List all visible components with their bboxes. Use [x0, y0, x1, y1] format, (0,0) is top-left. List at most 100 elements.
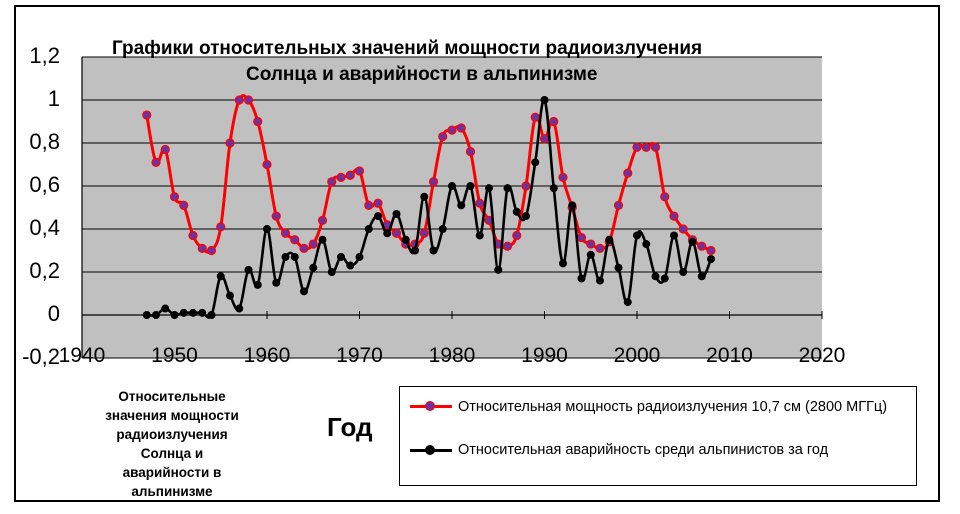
data-point-radio-power [391, 228, 402, 238]
x-tick-label: 1940 [58, 344, 106, 367]
data-point-accident-rate [577, 274, 586, 283]
data-point-radio-power [327, 177, 337, 187]
data-point-accident-rate [263, 225, 271, 233]
data-point-accident-rate [679, 268, 688, 276]
data-point-radio-power [336, 172, 346, 182]
data-point-accident-rate [383, 229, 392, 238]
data-point-radio-power [345, 170, 355, 180]
data-point-accident-rate [327, 268, 336, 276]
data-point-accident-rate [207, 311, 216, 319]
data-point-radio-power [142, 110, 152, 120]
data-point-accident-rate [623, 298, 632, 307]
data-point-accident-rate [244, 265, 253, 274]
legend-item-accident-rate: Относительная аварийность среди альпинис… [400, 439, 916, 479]
data-point-accident-rate [179, 308, 188, 317]
data-point-radio-power [595, 243, 605, 253]
data-point-radio-power [290, 235, 300, 245]
data-point-radio-power [373, 198, 383, 208]
x-tick-label: 1980 [428, 344, 476, 367]
data-point-accident-rate [457, 201, 466, 210]
y-tick-label: -0,2 [22, 344, 60, 369]
y-tick-label: 0,2 [29, 258, 60, 283]
data-point-radio-power [512, 230, 522, 241]
legend-label-accident-rate: Относительная аварийность среди альпинис… [458, 442, 829, 458]
data-point-radio-power [586, 239, 596, 249]
data-point-accident-rate [272, 278, 281, 287]
data-point-radio-power [308, 239, 318, 249]
data-point-accident-rate [512, 207, 521, 216]
data-point-accident-rate [549, 184, 558, 193]
data-point-accident-rate [374, 212, 382, 221]
data-point-radio-power [697, 241, 707, 251]
data-point-radio-power [678, 224, 688, 234]
data-point-accident-rate [697, 272, 706, 281]
y-tick-label: 0,6 [29, 172, 60, 197]
data-point-radio-power [151, 157, 161, 167]
data-point-radio-power [243, 95, 254, 105]
data-point-accident-rate [152, 311, 160, 319]
legend-item-radio-power: Относительная мощность радиоизлучения 10… [400, 393, 916, 433]
data-point-radio-power [280, 228, 291, 238]
side-note: Относительные значения мощности радиоизл… [105, 389, 239, 499]
x-tick-label: 1960 [243, 344, 291, 367]
data-point-accident-rate [253, 280, 262, 289]
data-point-accident-rate [688, 237, 697, 246]
data-point-accident-rate [337, 252, 345, 261]
x-tick-label: 2000 [613, 344, 661, 367]
data-point-accident-rate [420, 192, 429, 201]
data-point-accident-rate [670, 231, 678, 240]
y-tick-label: 1 [47, 86, 60, 111]
data-point-radio-power [299, 243, 309, 253]
legend-marker-radio-power [425, 401, 435, 411]
data-point-radio-power [262, 159, 272, 170]
data-point-accident-rate [466, 182, 475, 190]
data-point-accident-rate [392, 209, 401, 218]
data-point-radio-power [428, 177, 439, 187]
data-point-accident-rate [281, 252, 290, 261]
data-point-radio-power [475, 198, 485, 208]
data-point-accident-rate [660, 274, 669, 283]
data-point-radio-power [641, 142, 651, 152]
data-point-accident-rate [605, 235, 614, 244]
data-point-radio-power [271, 211, 281, 221]
chart-title-line-1: Графики относительных значений мощности … [112, 38, 703, 59]
data-point-radio-power [253, 116, 263, 127]
data-point-accident-rate [309, 263, 318, 272]
y-tick-label: 0 [47, 301, 60, 326]
data-point-accident-rate [438, 225, 447, 233]
data-point-accident-rate [290, 252, 299, 261]
data-point-radio-power [354, 166, 365, 176]
data-point-accident-rate [494, 265, 503, 274]
data-point-accident-rate [142, 311, 151, 319]
data-point-accident-rate [614, 263, 623, 272]
data-point-radio-power [160, 144, 170, 155]
data-point-accident-rate [355, 252, 364, 261]
data-point-radio-power [549, 116, 559, 127]
y-tick-label: 0,8 [29, 129, 60, 154]
data-point-accident-rate [540, 96, 549, 104]
data-point-radio-power [576, 233, 587, 243]
data-point-radio-power [465, 147, 476, 157]
data-point-accident-rate [503, 184, 512, 193]
data-point-radio-power [447, 125, 457, 135]
data-point-radio-power [502, 241, 513, 251]
data-point-radio-power [669, 211, 679, 221]
x-tick-label: 2020 [798, 344, 846, 367]
data-point-accident-rate [475, 231, 484, 240]
data-point-accident-rate [226, 291, 234, 300]
data-point-accident-rate [596, 276, 604, 285]
data-point-radio-power [521, 181, 531, 191]
data-point-accident-rate [448, 182, 456, 190]
data-point-accident-rate [346, 261, 355, 270]
data-point-radio-power [650, 142, 661, 152]
data-point-accident-rate [429, 246, 438, 255]
data-point-radio-power [660, 192, 670, 202]
data-point-radio-power [438, 131, 448, 142]
data-point-accident-rate [235, 304, 244, 313]
y-tick-label: 1,2 [29, 43, 60, 68]
data-point-accident-rate [411, 246, 419, 255]
series-layer [142, 94, 716, 319]
data-point-accident-rate [198, 308, 207, 317]
data-point-radio-power [456, 123, 466, 133]
